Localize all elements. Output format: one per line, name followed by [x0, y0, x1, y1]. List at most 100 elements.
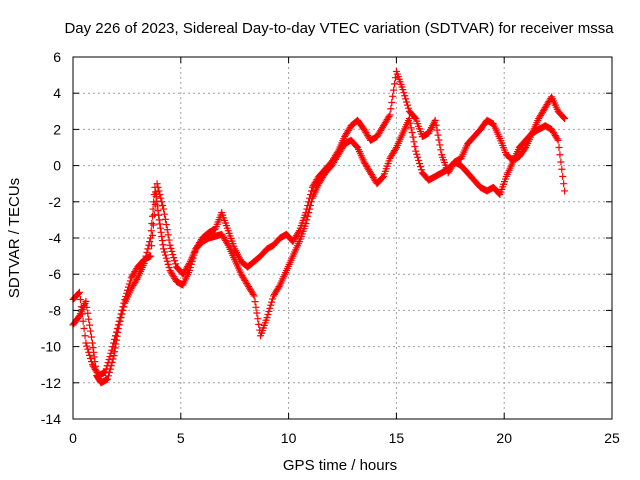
data-point: [80, 325, 88, 332]
y-tick-label: -6: [49, 266, 62, 282]
data-point: [161, 251, 169, 259]
data-point: [159, 241, 167, 249]
data-point: [412, 147, 420, 155]
y-tick-label: 6: [53, 49, 61, 65]
y-tick-label: -4: [49, 230, 62, 246]
data-point: [154, 183, 162, 191]
data-point: [303, 216, 311, 224]
data-point: [153, 180, 161, 188]
data-point: [90, 353, 98, 361]
data-point: [307, 198, 315, 206]
data-point: [108, 346, 116, 354]
data-point: [125, 280, 133, 288]
data-point: [161, 215, 169, 223]
data-point: [162, 221, 170, 229]
data-point: [118, 306, 126, 314]
y-tick-label: 0: [53, 158, 61, 174]
data-point: [75, 289, 83, 297]
data-point: [435, 136, 443, 144]
data-point: [171, 257, 179, 265]
data-point: [169, 251, 177, 259]
data-point: [151, 200, 159, 208]
data-point: [155, 216, 163, 224]
data-point: [156, 191, 164, 199]
data-point: [266, 304, 274, 312]
data-point: [160, 245, 168, 253]
data-point: [148, 231, 156, 239]
data-point: [401, 92, 409, 100]
data-point: [159, 201, 167, 209]
data-point: [147, 227, 155, 235]
data-point: [391, 80, 399, 88]
data-point: [126, 277, 134, 285]
data-point: [156, 224, 164, 232]
data-point: [302, 220, 310, 228]
data-point: [160, 205, 168, 213]
data-point: [122, 292, 130, 300]
data-point: [269, 295, 277, 303]
data-point: [85, 315, 93, 323]
data-point: [86, 351, 94, 359]
data-point: [306, 205, 314, 213]
data-point: [160, 210, 168, 218]
data-point: [157, 228, 165, 236]
data-point: [101, 368, 109, 376]
data-point: [416, 163, 424, 171]
data-point: [400, 89, 408, 97]
data-point: [389, 92, 397, 100]
data-point: [165, 236, 173, 244]
data-point: [387, 105, 395, 113]
data-point: [554, 136, 562, 144]
data-point: [164, 260, 172, 268]
data-point: [436, 141, 444, 149]
data-point: [87, 358, 95, 366]
data-point: [559, 172, 567, 180]
data-point: [406, 119, 414, 127]
data-point: [557, 158, 565, 166]
x-axis-label: GPS time / hours: [283, 457, 397, 474]
data-point: [170, 254, 178, 262]
data-point: [87, 327, 95, 335]
data-point: [104, 359, 112, 367]
y-tick-label: -10: [41, 339, 61, 355]
data-point: [560, 114, 568, 122]
data-point: [84, 345, 92, 353]
data-point: [434, 131, 442, 139]
data-point: [164, 231, 172, 239]
data-point: [124, 283, 132, 291]
data-point: [107, 349, 115, 357]
data-point: [78, 310, 86, 318]
data-point: [264, 311, 272, 319]
data-point: [83, 342, 91, 350]
data-point: [411, 142, 419, 150]
data-point: [405, 115, 413, 123]
data-point: [150, 211, 158, 219]
y-tick-label: -8: [49, 302, 62, 318]
data-point: [124, 286, 132, 294]
data-point: [553, 135, 561, 143]
data-point: [88, 339, 96, 347]
x-tick-label: 5: [177, 430, 185, 446]
data-point: [82, 339, 90, 347]
data-point: [167, 244, 175, 252]
data-point: [86, 321, 94, 329]
data-point: [120, 299, 128, 307]
data-point: [103, 362, 111, 370]
data-point: [432, 121, 440, 129]
data-point: [148, 220, 156, 228]
data-point: [156, 220, 164, 228]
chart-title: Day 226 of 2023, Sidereal Day-to-day VTE…: [64, 20, 614, 37]
data-point: [431, 116, 439, 124]
data-point: [255, 320, 263, 328]
grid: [73, 57, 612, 419]
data-point: [251, 298, 259, 306]
data-point: [433, 126, 441, 134]
x-tick-label: 20: [496, 430, 512, 446]
data-point: [112, 332, 120, 340]
data-point: [87, 354, 95, 362]
data-point: [148, 242, 156, 250]
data-point: [403, 98, 411, 106]
data-point: [157, 194, 165, 202]
data-point: [410, 138, 418, 146]
data-point: [158, 232, 166, 240]
